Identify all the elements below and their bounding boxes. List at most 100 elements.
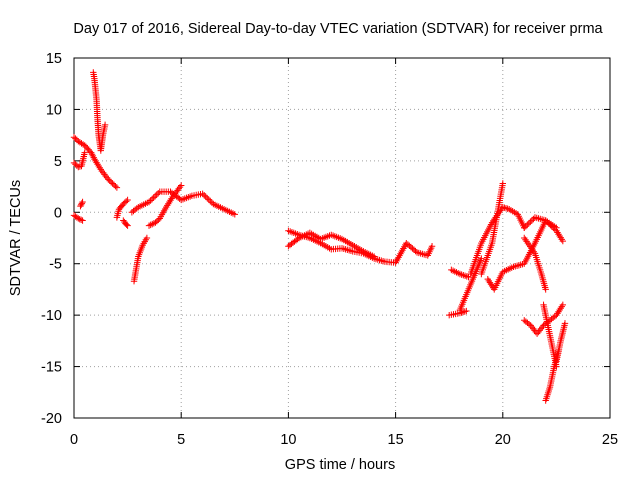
data-point — [107, 178, 115, 186]
x-axis-label: GPS time / hours — [285, 457, 395, 473]
data-point — [544, 218, 551, 226]
data-point — [105, 176, 112, 183]
data-point — [499, 180, 506, 187]
y-axis-label: SDTVAR / TECUs — [8, 180, 24, 296]
data-point — [150, 194, 157, 201]
data-point — [78, 200, 86, 207]
data-point — [171, 190, 179, 197]
data-point — [153, 191, 160, 198]
axis-ticks — [73, 57, 611, 419]
data-point — [79, 198, 86, 206]
data-point — [407, 243, 415, 251]
series-arc-h — [130, 234, 151, 285]
data-point — [131, 206, 139, 213]
data-point — [106, 177, 113, 184]
data-point — [409, 245, 416, 252]
data-point — [231, 211, 238, 218]
y-tick-label: -15 — [41, 360, 62, 376]
data-point — [461, 308, 468, 315]
data-point — [112, 183, 119, 190]
data-point — [75, 215, 82, 222]
data-point — [547, 221, 554, 229]
data-point — [561, 320, 569, 327]
data-point — [499, 203, 506, 211]
series-arc-q — [467, 203, 528, 278]
data-point — [550, 224, 557, 232]
data-point — [155, 189, 162, 197]
data-point — [199, 190, 206, 197]
data-point — [148, 195, 156, 203]
data-point — [70, 159, 78, 167]
y-tick-label: 10 — [46, 102, 62, 118]
data-point — [174, 187, 181, 194]
x-tick-label: 15 — [388, 432, 404, 448]
data-point — [205, 196, 212, 203]
data-point — [410, 246, 418, 253]
data-point — [524, 221, 531, 228]
data-point — [76, 139, 84, 146]
data-point — [200, 192, 208, 199]
data-point — [406, 242, 413, 249]
data-point — [501, 204, 508, 211]
data-point — [173, 188, 180, 196]
data-point — [77, 202, 84, 210]
data-point — [75, 138, 82, 145]
x-tick-label: 25 — [602, 432, 618, 448]
data-point — [130, 207, 137, 215]
data-point — [78, 140, 85, 147]
series-arc-x — [553, 320, 569, 365]
x-tick-label: 10 — [280, 432, 296, 448]
data-point — [72, 135, 79, 142]
data-point — [124, 196, 131, 204]
series-arc-c — [70, 212, 86, 224]
data-point — [175, 185, 182, 192]
data-point — [153, 218, 161, 225]
data-point — [109, 180, 116, 187]
data-point — [151, 192, 159, 200]
data-point — [101, 121, 109, 129]
data-point — [463, 307, 470, 315]
data-point — [147, 197, 154, 204]
data-point — [147, 221, 154, 229]
data-point — [113, 184, 121, 191]
y-tick-label: 15 — [46, 51, 62, 67]
data-point — [121, 199, 128, 206]
data-point — [122, 198, 130, 205]
plot-frame — [73, 57, 611, 419]
data-point — [478, 255, 485, 262]
data-point — [170, 192, 178, 199]
series-arc-a — [70, 134, 121, 191]
series-arc-g — [120, 217, 131, 229]
series-arc-s — [521, 214, 567, 245]
data-point — [143, 234, 151, 242]
data-point — [128, 209, 136, 216]
data-point — [124, 222, 131, 229]
data-point — [559, 301, 567, 309]
data-point — [542, 286, 549, 293]
data-point — [548, 223, 556, 230]
y-tick-label: -20 — [41, 411, 62, 427]
data-point — [549, 314, 557, 321]
data-point — [370, 253, 378, 260]
data-point — [70, 134, 78, 141]
data-point — [77, 216, 85, 224]
data-point — [79, 217, 86, 224]
data-point — [504, 205, 511, 212]
data-point — [412, 247, 419, 255]
data-point — [521, 224, 528, 231]
series-arc-m — [446, 307, 470, 319]
data-points — [70, 69, 569, 404]
data-point — [77, 201, 85, 208]
series-arc-n — [448, 266, 472, 281]
data-point — [522, 223, 529, 230]
x-tick-labels: 0 5 10 15 20 25 — [70, 432, 618, 448]
data-point — [155, 216, 162, 224]
data-point — [133, 205, 140, 212]
series-arc-e — [90, 69, 109, 154]
data-point — [110, 181, 118, 189]
data-point — [149, 220, 156, 228]
data-point — [76, 215, 83, 223]
data-point — [145, 222, 153, 229]
data-point — [207, 197, 214, 205]
